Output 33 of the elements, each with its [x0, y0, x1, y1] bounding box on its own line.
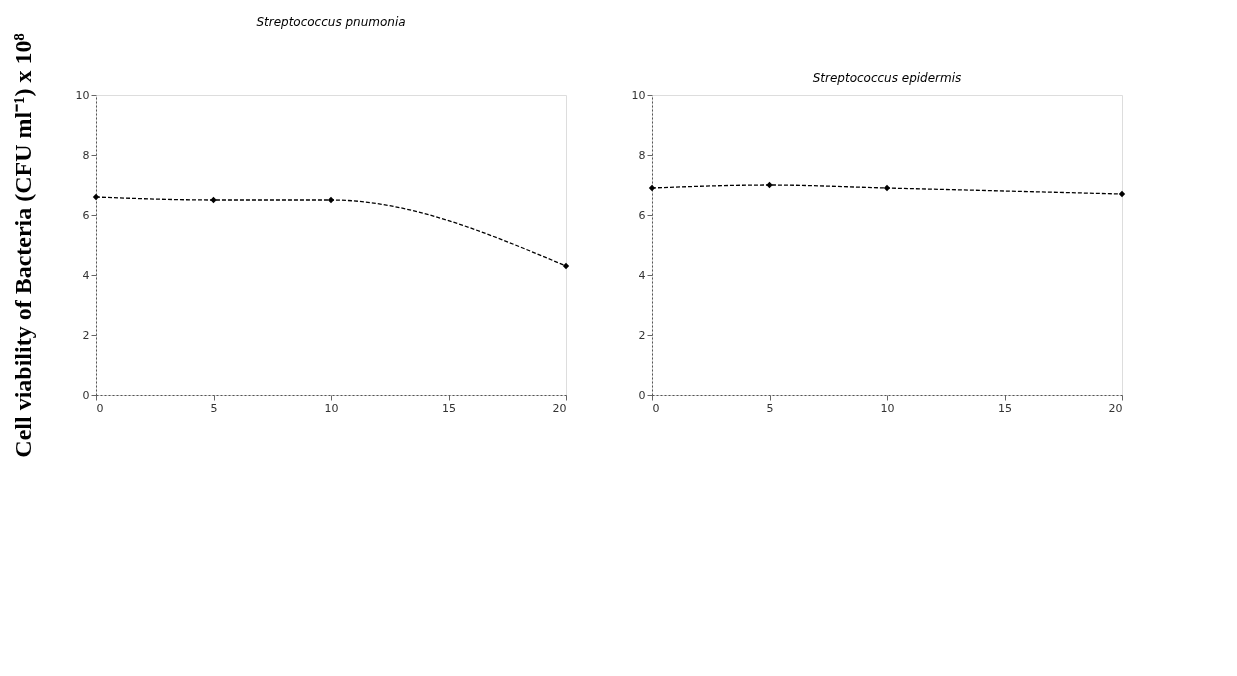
y-tick-label: 10	[631, 88, 646, 102]
point	[92, 193, 100, 201]
x-tick-label: 5	[210, 401, 218, 415]
y-tick-label: 6	[638, 208, 646, 222]
y-tick-label: 4	[638, 268, 646, 282]
x-tick-label: 0	[652, 401, 660, 415]
y-tick-label: 8	[82, 148, 90, 162]
point	[648, 184, 656, 192]
point	[766, 181, 773, 189]
chart-title: Streptococcus epidermis	[812, 71, 962, 85]
x-tick-label: 10	[324, 401, 339, 415]
y-tick-label: 6	[82, 208, 90, 222]
y-tick-label: 4	[82, 268, 90, 282]
x-tick-label: 10	[880, 401, 895, 415]
x-tick-label: 20	[552, 401, 567, 415]
y-tick-label: 10	[75, 88, 90, 102]
y-tick-label: 2	[638, 328, 646, 342]
y-tick-label: 0	[638, 388, 646, 402]
y-axis-title: Cell viability of Bacteria (CFU ml⁻¹) x 10⁸	[9, 33, 36, 458]
point	[883, 184, 891, 192]
y-tick-label: 2	[82, 328, 90, 342]
point	[210, 196, 217, 204]
x-tick-label: 15	[442, 401, 456, 415]
x-tick-label: 0	[96, 401, 104, 415]
point	[1118, 190, 1126, 198]
y-tick-label: 0	[82, 388, 90, 402]
point	[327, 196, 335, 204]
x-tick-label: 20	[1108, 401, 1123, 415]
y-tick-label: 8	[638, 148, 646, 162]
x-tick-label: 15	[998, 401, 1012, 415]
point	[562, 262, 570, 270]
x-tick-label: 5	[766, 401, 774, 415]
chart-title: Streptococcus pnumonia	[256, 14, 406, 29]
